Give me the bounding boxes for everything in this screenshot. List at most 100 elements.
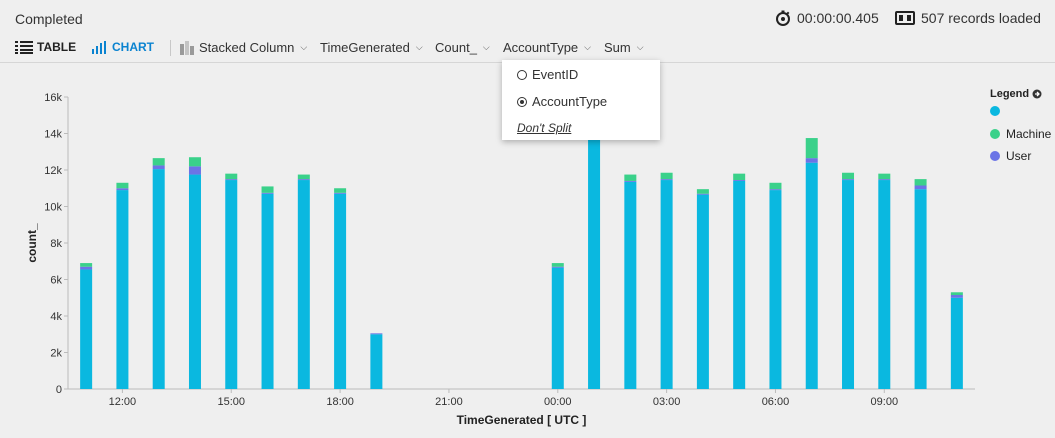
bar-segment [588,138,601,389]
bar-segment [842,172,855,180]
bar-segment [297,179,310,181]
bar-segment [914,179,927,186]
bar-segment [769,190,782,389]
chart-view-button[interactable]: CHART [92,40,154,54]
bar-segment [842,179,855,181]
bar-segment [551,267,564,389]
bar-segment [660,179,673,181]
radio-button[interactable] [517,69,527,80]
bar-segment [769,182,782,190]
aggregation-label: Sum [604,40,631,55]
bar-segment [225,173,238,180]
y-tick-label: 2k [50,348,62,360]
legend-toggle[interactable]: Legend [990,88,1042,100]
toolbar: TABLE CHART Stacked Column ⌵ TimeGenerat… [0,36,1055,63]
bar-segment [696,189,709,194]
bar-segment [950,295,963,298]
x-tick-label: 15:00 [217,396,245,408]
y-tick-label: 10k [44,202,62,214]
bar-segment [805,162,818,389]
x-tick-label: 21:00 [435,396,463,408]
legend-item-label: User [1006,149,1032,163]
x-axis-label: TimeGenerated [320,40,410,55]
bar-segment [261,193,274,389]
x-axis-select[interactable]: TimeGenerated ⌵ [320,40,423,55]
legend-item[interactable]: User [990,149,1031,163]
chevron-down-icon: ⌵ [636,42,644,52]
x-axis-title: TimeGenerated [ UTC ] [457,413,587,427]
records-icon [895,11,915,25]
bar-segment [624,180,637,182]
chevron-down-icon: ⌵ [300,42,308,52]
bar-segment [914,185,927,190]
bar-segment [80,263,93,267]
x-tick-label: 06:00 [762,396,790,408]
table-view-button[interactable]: TABLE [15,40,76,54]
bar-segment [334,192,347,194]
x-tick-label: 03:00 [653,396,681,408]
bar-segment [551,263,564,267]
chevron-down-icon: ⌵ [482,42,490,52]
stacked-column-chart: 0 2k 4k 6k 8k 10k 12k 14k 16k 12:00 15:00 18:00 21:0… [25,92,975,427]
bar-segment [80,269,93,389]
bar-segment [660,172,673,180]
legend-title: Legend [990,88,1030,100]
bar-segment [696,194,709,389]
chevron-down-icon: ⌵ [584,42,591,52]
bar-segment [624,181,637,389]
bar-segment [914,189,927,389]
bar-segment [624,174,637,181]
stopwatch-icon [776,10,790,26]
chart-view-label: CHART [112,40,154,54]
bar-segment [188,157,201,167]
x-tick-label: 00:00 [544,396,572,408]
split-option-label: EventID [532,67,579,82]
legend-swatch [990,129,1000,139]
legend-item[interactable]: Machine [990,127,1051,141]
x-tick-label: 09:00 [871,396,899,408]
bar-segment [370,334,383,389]
chevron-down-icon: ⌵ [415,42,423,52]
chart-legend: Legend Machine User [990,88,1051,163]
split-by-select[interactable]: AccountType ⌵ [503,40,591,55]
bar-segment [878,179,891,181]
toolbar-divider [170,40,171,56]
bar-segment [188,166,201,175]
bar-segment [733,173,746,181]
y-axis-label: Count_ [435,40,477,55]
aggregation-select[interactable]: Sum ⌵ [604,40,644,55]
legend-swatch [990,106,1000,116]
bar-segment [878,180,891,389]
bar-segment [733,180,746,181]
bar-segment [152,165,165,170]
bar-segment [116,182,129,189]
legend-item[interactable] [990,106,1006,116]
chart-type-label: Stacked Column [199,40,295,55]
y-tick-label: 0 [56,384,62,396]
chart-type-select[interactable]: Stacked Column ⌵ [180,40,307,55]
dont-split-link[interactable]: Don't Split [517,121,572,135]
status-bar: Completed 00:00:00.405 507 records loade… [0,0,1055,36]
bar-segment [696,193,709,195]
bar-segment [805,158,818,163]
bar-segment [116,188,129,191]
bar-segment [152,169,165,389]
split-option-accounttype[interactable]: AccountType [517,94,607,109]
y-axis-select[interactable]: Count_ ⌵ [435,40,490,55]
bar-segment [950,292,963,296]
radio-button-selected[interactable] [517,96,527,107]
y-tick-label: 16k [44,92,62,104]
bar-segment [334,193,347,389]
bar-segment [225,180,238,389]
bar-segment [116,190,129,389]
bar-segment [261,186,274,193]
legend-swatch [990,151,1000,161]
bar-segment [769,189,782,191]
bar-segment [842,180,855,389]
bar-segment [297,174,310,180]
records-value: 507 records loaded [921,10,1041,26]
elapsed-time: 00:00:00.405 [775,10,879,26]
split-by-label: AccountType [503,40,579,55]
split-option-eventid[interactable]: EventID [517,67,578,82]
bar-segment [225,179,238,181]
